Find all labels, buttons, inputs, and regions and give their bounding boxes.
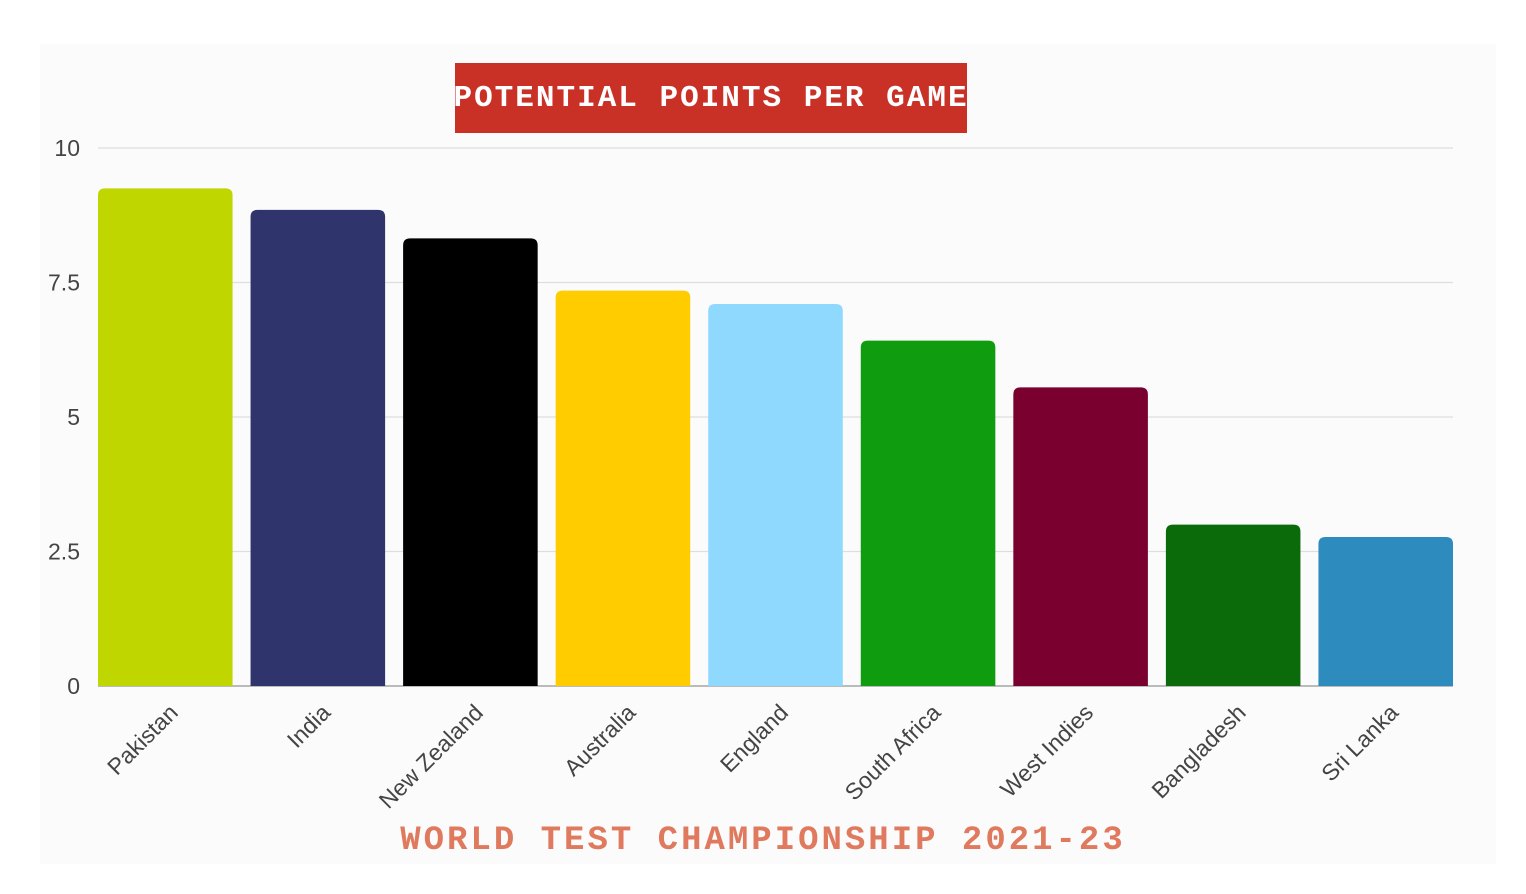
bar-england: [708, 304, 843, 686]
chart-subtitle: WORLD TEST CHAMPIONSHIP 2021-23: [400, 822, 1126, 860]
x-tick-label: South Africa: [840, 699, 946, 805]
y-tick-label: 5: [67, 404, 80, 430]
x-tick-label: Pakistan: [102, 699, 183, 780]
y-tick-label: 7.5: [48, 270, 80, 296]
x-tick-label: Australia: [559, 699, 641, 781]
x-tick-label: England: [715, 699, 793, 777]
x-tick-label: Sri Lanka: [1316, 699, 1403, 786]
bar-sri-lanka: [1318, 536, 1453, 686]
chart-title-banner: POTENTIAL POINTS PER GAME: [453, 63, 969, 133]
y-tick-label: 0: [67, 673, 80, 699]
bar-new-zealand: [403, 238, 538, 686]
bars: [98, 188, 1453, 686]
bar-south-africa: [860, 340, 996, 686]
x-axis-labels: Pakistan India New Zealand Australia England…: [102, 699, 1403, 813]
bar-australia: [555, 290, 691, 686]
bar-pakistan: [98, 188, 233, 686]
x-tick-label: India: [282, 699, 336, 753]
y-axis-ticks: 0 2.5 5 7.5 10: [48, 135, 80, 699]
chart-title: POTENTIAL POINTS PER GAME: [453, 80, 969, 116]
bar-india: [250, 209, 386, 686]
bar-bangladesh: [1165, 524, 1301, 686]
y-tick-label: 2.5: [48, 539, 80, 565]
x-tick-label: Bangladesh: [1146, 699, 1250, 803]
y-tick-label: 10: [54, 135, 80, 161]
bar-west-indies: [1013, 387, 1148, 686]
x-tick-label: West Indies: [995, 699, 1098, 802]
x-tick-label: New Zealand: [374, 699, 488, 813]
